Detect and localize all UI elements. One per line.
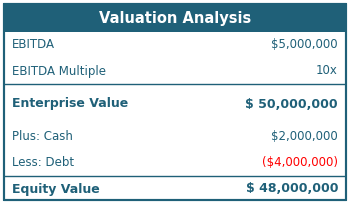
Text: $ 48,000,000: $ 48,000,000 [245,183,338,195]
Text: 10x: 10x [316,64,338,78]
Text: Plus: Cash: Plus: Cash [12,131,73,143]
Text: Equity Value: Equity Value [12,183,100,195]
Text: $2,000,000: $2,000,000 [271,131,338,143]
Text: Less: Debt: Less: Debt [12,156,74,170]
Text: EBITDA: EBITDA [12,39,55,51]
Text: EBITDA Multiple: EBITDA Multiple [12,64,106,78]
Text: Valuation Analysis: Valuation Analysis [99,10,251,26]
Text: $ 50,000,000: $ 50,000,000 [245,98,338,111]
Text: $5,000,000: $5,000,000 [271,39,338,51]
Text: ($4,000,000): ($4,000,000) [262,156,338,170]
Text: Enterprise Value: Enterprise Value [12,98,128,111]
FancyBboxPatch shape [4,4,346,200]
FancyBboxPatch shape [4,4,346,32]
